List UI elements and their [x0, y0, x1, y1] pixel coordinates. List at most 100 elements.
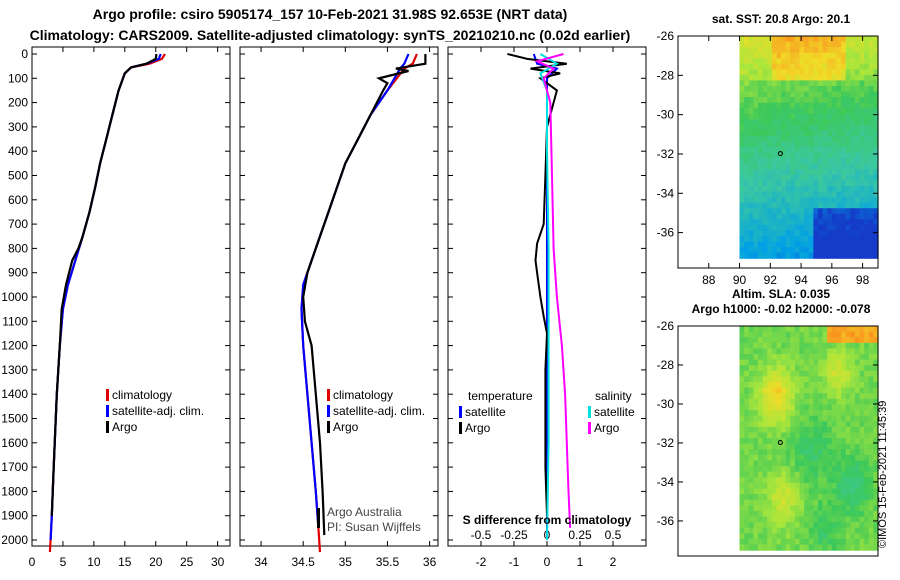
- sla-map-cell: [854, 421, 861, 428]
- sla-map-cell: [808, 443, 814, 450]
- sla-map-cell: [813, 505, 819, 512]
- sst-map-cell: [767, 186, 773, 193]
- sla-map-cell: [762, 370, 768, 377]
- sst-map-cell: [790, 97, 796, 104]
- sst-map-cell: [818, 247, 824, 254]
- sla-map-cell: [845, 516, 851, 523]
- sla-map-cell: [808, 471, 814, 478]
- sla-map-cell: [785, 387, 791, 394]
- sst-map-cell: [836, 41, 842, 48]
- sla-map-cell: [859, 438, 865, 445]
- sla-map-cell: [827, 393, 833, 400]
- sla-map-cell: [739, 482, 745, 490]
- sst-map-cell: [818, 141, 824, 148]
- sla-map-cell: [873, 342, 879, 349]
- sst-map-cell: [799, 69, 805, 76]
- sla-map-cell: [758, 505, 764, 512]
- sla-map-cell: [822, 331, 828, 338]
- sla-map-cell: [781, 522, 787, 529]
- sst-map-cell: [767, 236, 773, 243]
- sla-map-cell: [739, 522, 745, 529]
- sst-map-cell: [771, 247, 777, 254]
- sst-map-cell: [790, 80, 796, 87]
- sst-map-cell: [822, 97, 828, 104]
- sst-map-cell: [859, 208, 865, 215]
- sst-map-cell: [785, 208, 791, 215]
- sst-map-cell: [841, 63, 847, 70]
- sst-map-cell: [873, 47, 879, 54]
- sst-map-cell: [808, 169, 814, 176]
- sla-map-cell: [739, 365, 745, 372]
- sst-map-cell: [776, 163, 782, 170]
- sla-map-cell: [762, 348, 768, 355]
- sst-map-cell: [776, 174, 782, 182]
- sst-map-cell: [744, 119, 750, 126]
- sst-map-cell: [818, 80, 824, 87]
- sst-map-cell: [776, 236, 782, 243]
- sst-map-cell: [748, 47, 754, 54]
- sla-map-cell: [868, 454, 874, 462]
- sla-map-cell: [790, 398, 796, 405]
- sst-map-cell: [836, 252, 842, 259]
- map-x-tick-label: 88: [702, 273, 716, 287]
- chart-title-line-2: Climatology: CARS2009. Satellite-adjuste…: [29, 27, 631, 43]
- sst-map-cell: [831, 36, 837, 43]
- sla-map-cell: [868, 410, 874, 417]
- sla-map-cell: [781, 393, 787, 400]
- sla-map-cell: [818, 477, 824, 484]
- sla-map-cell: [794, 382, 801, 389]
- sla-map-cell: [739, 527, 745, 534]
- sst-map-cell: [831, 213, 837, 220]
- y-tick-label: 1200: [1, 339, 28, 353]
- sla-map-cell: [781, 421, 787, 428]
- sst-map-cell: [845, 130, 851, 137]
- sla-map-cell: [813, 466, 819, 473]
- sst-map-cell: [790, 58, 796, 65]
- sst-map-cell: [771, 113, 777, 120]
- sla-map-cell: [790, 370, 796, 377]
- sst-map-cell: [822, 152, 828, 159]
- sst-map-cell: [841, 113, 847, 120]
- sla-map-cell: [776, 398, 782, 405]
- sst-map-cell: [850, 186, 856, 193]
- sst-map-cell: [739, 152, 745, 159]
- sst-map-cell: [794, 47, 801, 54]
- sst-map-cell: [790, 224, 796, 231]
- sst-map-cell: [748, 186, 754, 193]
- map-y-tick-label: -28: [657, 358, 675, 372]
- sla-map-cell: [859, 382, 865, 389]
- sla-map-cell: [758, 365, 764, 372]
- sst-map-cell: [822, 36, 828, 43]
- sla-map-cell: [753, 516, 759, 523]
- sst-map-cell: [864, 163, 870, 170]
- sla-map-cell: [836, 533, 842, 540]
- sst-map-cell: [753, 152, 759, 159]
- sst-map-cell: [790, 124, 796, 132]
- sla-map-cell: [776, 359, 782, 366]
- sst-map-cell: [873, 36, 879, 43]
- sst-map-cell: [758, 102, 764, 109]
- sst-map-cell: [758, 130, 764, 137]
- sla-map-cell: [804, 466, 810, 473]
- sla-map-cell: [841, 438, 847, 445]
- sst-map-cell: [841, 219, 847, 226]
- sst-map-cell: [794, 163, 801, 170]
- sla-map-cell: [864, 337, 870, 344]
- sst-map-cell: [762, 152, 768, 159]
- sla-map-cell: [813, 348, 819, 355]
- sst-map-cell: [845, 158, 851, 165]
- sla-map-cell: [790, 516, 796, 523]
- sla-map-cell: [753, 477, 759, 484]
- sla-map-cell: [827, 415, 833, 422]
- sla-map-cell: [854, 326, 861, 333]
- sla-map-cell: [873, 538, 879, 546]
- sst-map-cell: [873, 41, 879, 48]
- sla-map-cell: [808, 387, 814, 394]
- sst-map-cell: [873, 191, 879, 198]
- map-y-tick-label: -32: [657, 436, 675, 450]
- sst-map-cell: [762, 80, 768, 87]
- sst-map-cell: [822, 219, 828, 226]
- sla-map-cell: [785, 370, 791, 377]
- sst-map-cell: [836, 52, 842, 59]
- sla-map-cell: [739, 326, 745, 333]
